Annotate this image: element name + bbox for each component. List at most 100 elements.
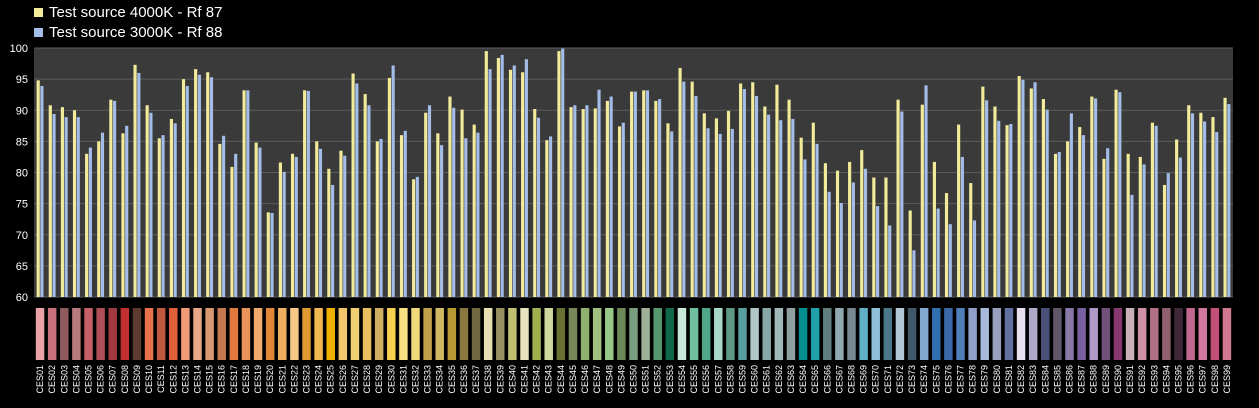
bar-3000k [1227, 104, 1231, 298]
bar-3000k [621, 122, 625, 297]
x-tick-label: CES31 [398, 365, 408, 394]
bar-4000k [630, 91, 634, 297]
color-sample-patch [750, 308, 759, 360]
x-tick-label: CES05 [84, 365, 94, 394]
bar-3000k [633, 91, 637, 297]
bar-3000k [573, 105, 577, 298]
x-tick-label: CES23 [302, 365, 312, 394]
x-tick-label: CES89 [1101, 365, 1111, 394]
color-sample-patch [774, 308, 784, 360]
color-sample-patch [556, 308, 566, 360]
x-tick-label: CES45 [568, 365, 578, 394]
x-tick-label: CES91 [1125, 365, 1135, 394]
x-tick-label: CES27 [350, 365, 360, 394]
bar-3000k [549, 136, 553, 297]
x-tick-label: CES90 [1113, 365, 1123, 394]
bar-3000k [997, 120, 1001, 298]
color-sample-patch [956, 308, 965, 360]
x-tick-label: CES64 [798, 365, 808, 394]
bar-4000k [181, 79, 186, 297]
color-sample-patch [338, 308, 348, 360]
x-tick-label: CES87 [1077, 365, 1087, 394]
bar-4000k [60, 107, 64, 297]
color-sample-patch [1162, 308, 1171, 360]
bar-3000k [306, 90, 310, 297]
x-tick-label: CES99 [1222, 365, 1232, 394]
bar-4000k [363, 94, 367, 297]
x-tick-label: CES41 [520, 365, 530, 394]
color-sample-patch [229, 308, 239, 360]
bar-4000k [569, 107, 573, 297]
x-tick-label: CES63 [786, 365, 796, 394]
bar-3000k [476, 132, 480, 297]
bar-3000k [294, 156, 298, 297]
bar-3000k [440, 145, 444, 297]
x-tick-label: CES11 [156, 365, 166, 393]
bar-3000k [161, 135, 165, 297]
bar-4000k [72, 110, 77, 297]
x-tick-label: CES71 [883, 365, 893, 394]
color-sample-patch [568, 308, 578, 360]
bar-4000k [1017, 76, 1021, 297]
bar-4000k [327, 168, 331, 297]
x-tick-label: CES70 [871, 365, 881, 394]
bar-4000k [726, 110, 731, 297]
bar-3000k [1009, 123, 1013, 297]
bar-4000k [642, 90, 646, 297]
color-sample-patch [653, 308, 662, 360]
bar-3000k [670, 131, 674, 297]
bar-4000k [36, 80, 40, 298]
color-sample-patch [156, 308, 166, 360]
color-sample-patch [859, 308, 868, 360]
bar-3000k [415, 176, 419, 297]
legend-label-4000k: Test source 4000K - Rf 87 [49, 3, 223, 21]
x-tick-label: CES74 [919, 365, 929, 394]
color-sample-patch [496, 308, 505, 360]
bar-3000k [609, 96, 613, 298]
color-sample-patch [278, 308, 287, 360]
x-tick-label: CES53 [665, 365, 675, 394]
color-sample-patch [253, 308, 263, 360]
bar-3000k [1033, 82, 1037, 297]
bar-3000k [1154, 125, 1158, 297]
bar-4000k [194, 69, 198, 297]
x-tick-label: CES46 [580, 365, 590, 394]
bar-4000k [1029, 88, 1033, 298]
bar-3000k [718, 133, 722, 297]
x-tick-label: CES95 [1174, 365, 1184, 394]
color-sample-patch [1137, 308, 1147, 360]
bar-4000k [472, 124, 476, 297]
bar-4000k [339, 150, 343, 297]
bar-4000k [169, 118, 173, 297]
bar-4000k [811, 122, 815, 297]
color-sample-patch [459, 308, 469, 360]
color-sample-patch [592, 308, 602, 360]
color-sample-patch [374, 308, 384, 360]
x-tick-label: CES78 [968, 365, 978, 394]
color-sample-patch [241, 308, 251, 360]
color-sample-patch [1150, 308, 1159, 360]
bar-3000k [222, 135, 226, 297]
bar-3000k [1166, 173, 1170, 297]
color-sample-patch [847, 308, 856, 360]
color-sample-patch [798, 308, 808, 360]
bar-4000k [521, 72, 525, 297]
color-sample-patch [689, 308, 699, 360]
x-tick-label: CES88 [1089, 365, 1099, 394]
legend-item-3000k: Test source 3000K - Rf 88 [34, 22, 222, 42]
bar-4000k [109, 99, 113, 297]
bar-3000k [331, 184, 335, 297]
bar-3000k [1069, 113, 1073, 297]
bar-3000k [149, 112, 153, 298]
bar-4000k [1053, 153, 1058, 297]
bar-4000k [1199, 112, 1203, 298]
color-sample-patch [169, 308, 178, 360]
x-tick-label: CES03 [59, 365, 69, 394]
x-tick-label: CES19 [253, 365, 263, 394]
x-tick-label: CES34 [435, 365, 445, 394]
color-sample-patch [895, 308, 905, 360]
x-tick-label: CES44 [556, 365, 566, 394]
bar-3000k [876, 206, 880, 297]
bar-4000k [860, 150, 864, 297]
x-tick-label: CES79 [980, 365, 990, 394]
